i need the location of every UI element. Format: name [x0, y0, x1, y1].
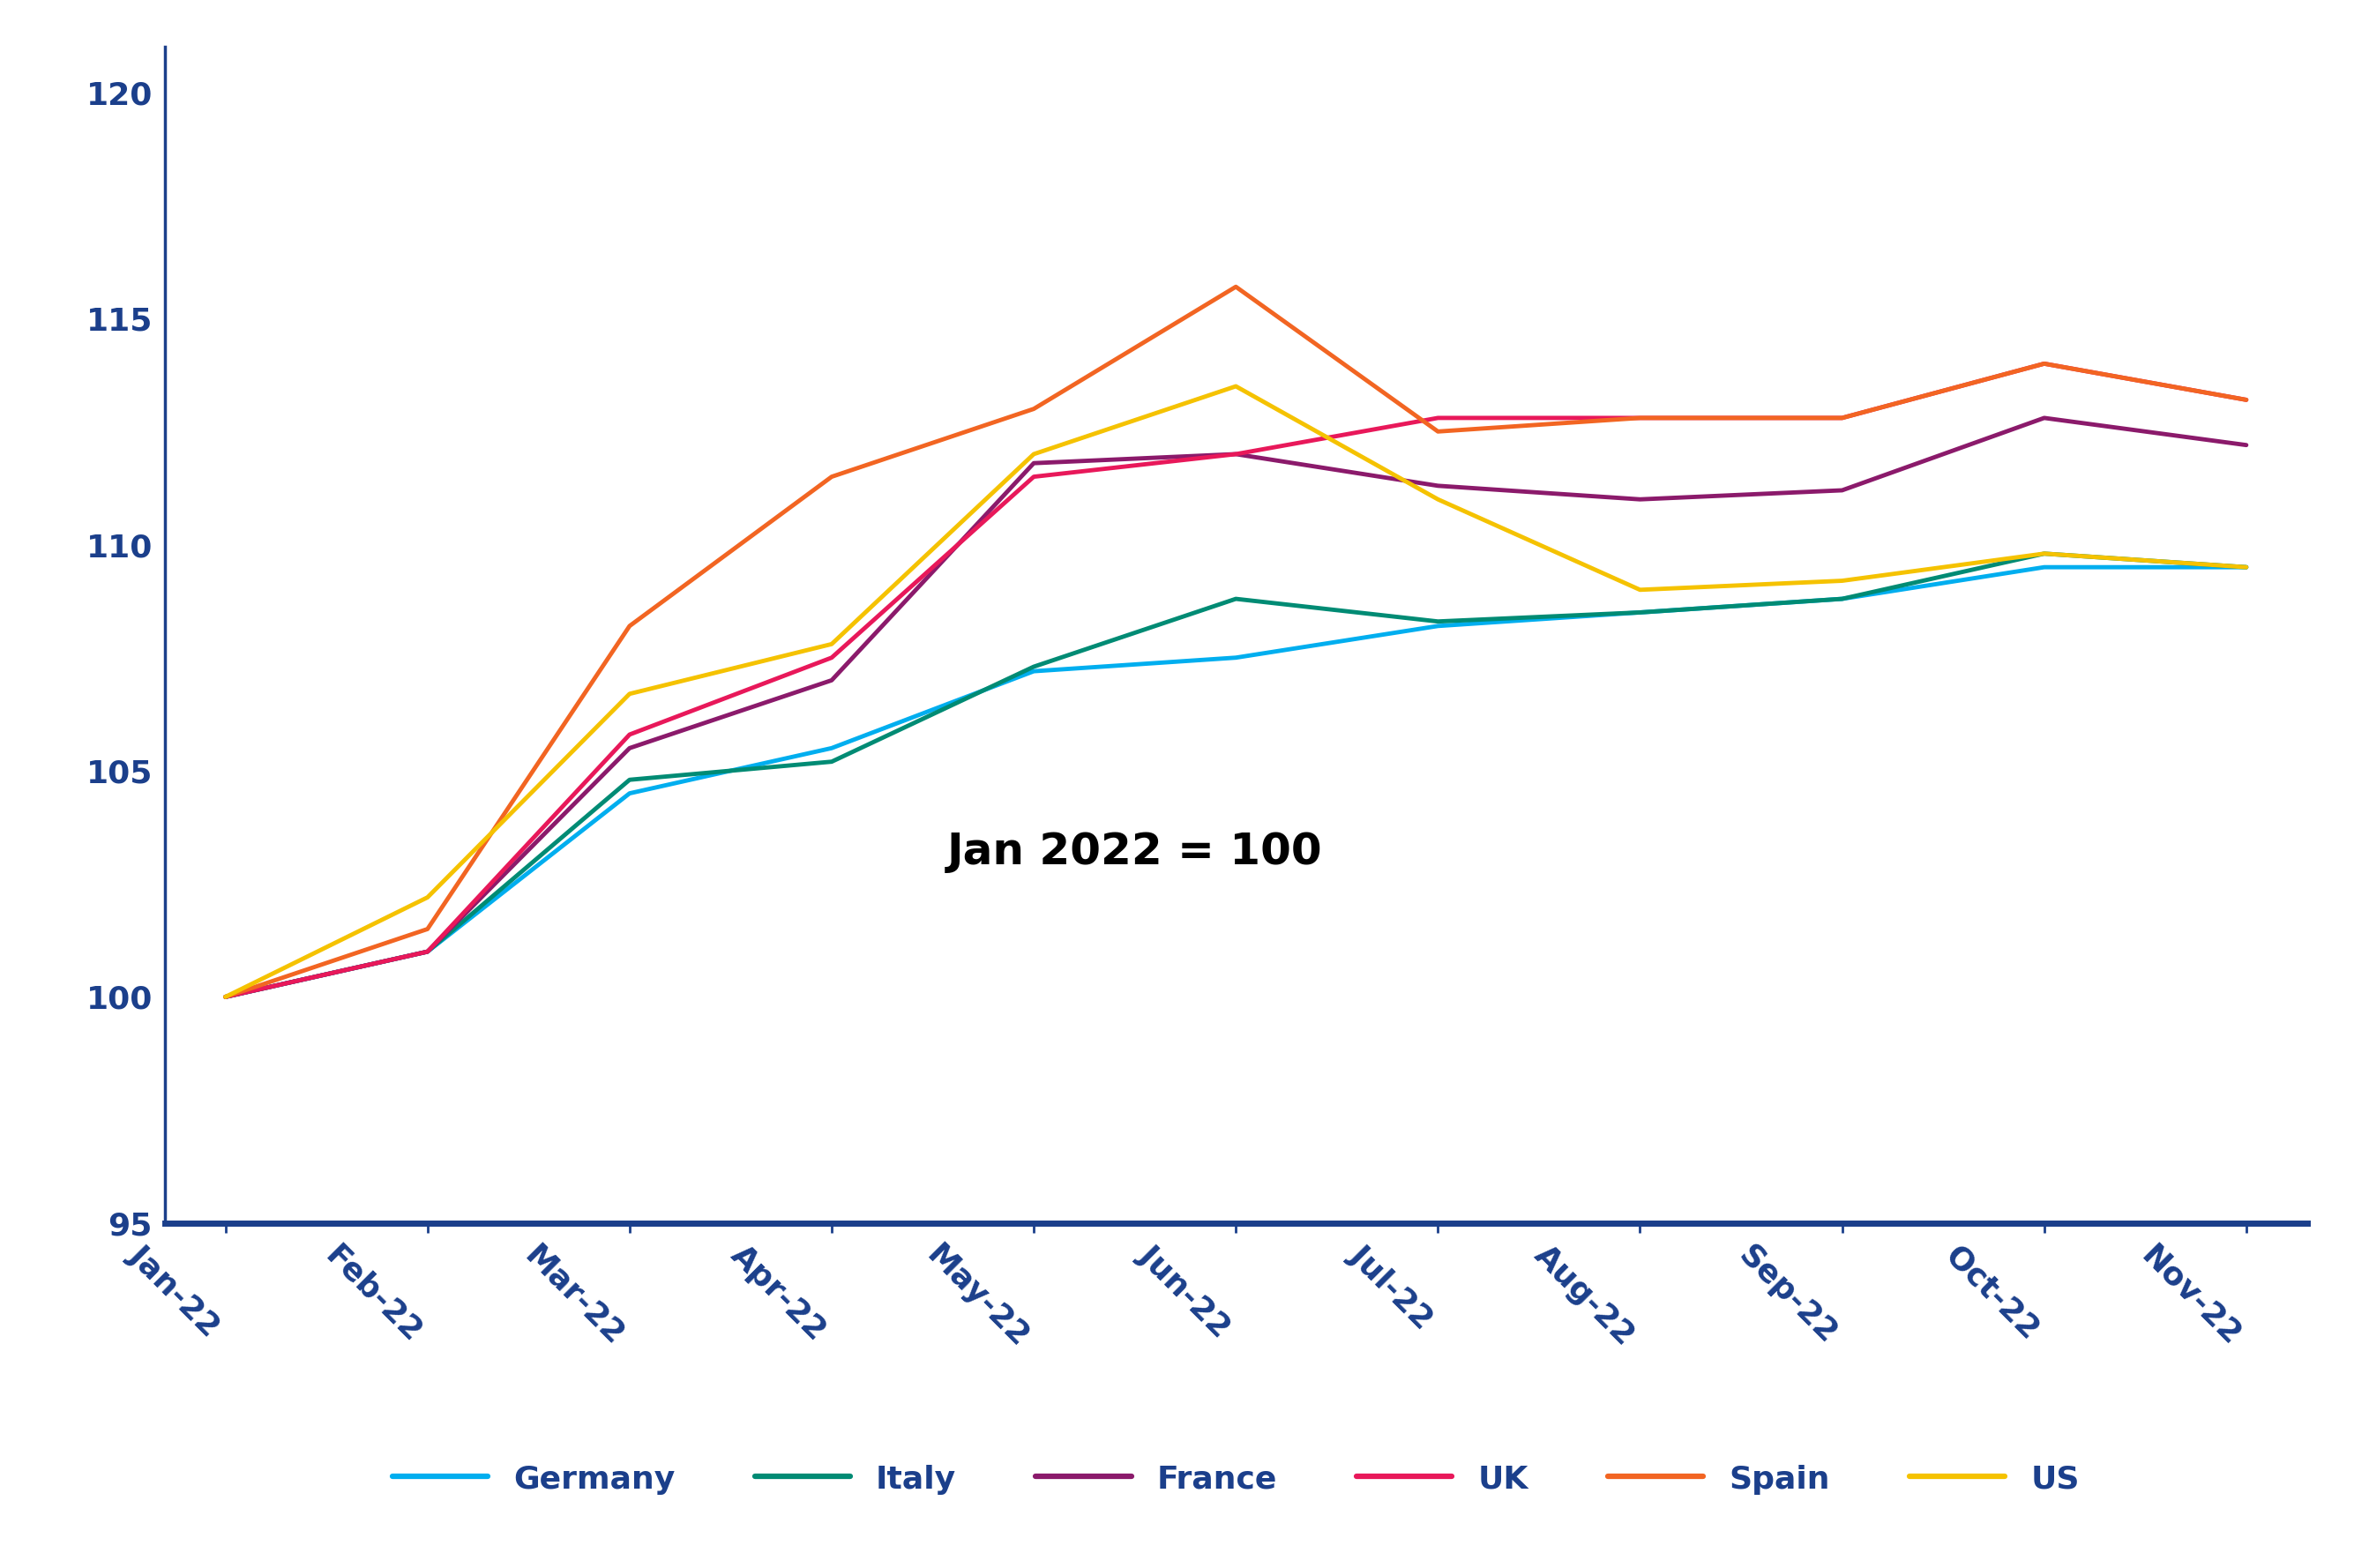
Spain	[817, 467, 845, 486]
France	[212, 988, 240, 1007]
Italy	[1829, 590, 1857, 608]
Germany	[414, 942, 443, 961]
Germany	[1424, 616, 1452, 635]
US	[1019, 445, 1048, 464]
Line: UK: UK	[226, 364, 2246, 997]
US	[1829, 571, 1857, 590]
US	[212, 988, 240, 1007]
UK	[614, 724, 643, 743]
Line: Italy: Italy	[226, 554, 2246, 997]
Italy	[1627, 604, 1655, 622]
France	[2029, 409, 2057, 428]
Legend: Germany, Italy, France, UK, Spain, US: Germany, Italy, France, UK, Spain, US	[379, 1450, 2093, 1507]
France	[817, 671, 845, 690]
US	[1627, 580, 1655, 599]
Italy	[2029, 544, 2057, 563]
France	[1424, 477, 1452, 495]
Line: France: France	[226, 419, 2246, 997]
Spain	[614, 616, 643, 635]
UK	[414, 942, 443, 961]
UK	[1424, 409, 1452, 428]
UK	[1019, 467, 1048, 486]
Line: US: US	[226, 386, 2246, 997]
Italy	[1222, 590, 1250, 608]
UK	[1829, 409, 1857, 428]
Italy	[1019, 657, 1048, 676]
US	[614, 685, 643, 704]
US	[817, 635, 845, 654]
Spain	[1627, 409, 1655, 428]
France	[614, 739, 643, 757]
Germany	[1627, 604, 1655, 622]
UK	[2029, 354, 2057, 373]
US	[2029, 544, 2057, 563]
UK	[212, 988, 240, 1007]
Italy	[614, 770, 643, 789]
Germany	[1019, 662, 1048, 681]
France	[1019, 453, 1048, 472]
France	[1627, 489, 1655, 508]
Text: Jan 2022 = 100: Jan 2022 = 100	[946, 831, 1323, 873]
Italy	[2232, 558, 2260, 577]
UK	[2232, 390, 2260, 409]
Spain	[1222, 278, 1250, 296]
Line: Spain: Spain	[226, 287, 2246, 997]
France	[1829, 481, 1857, 500]
Germany	[817, 739, 845, 757]
Italy	[212, 988, 240, 1007]
France	[1222, 445, 1250, 464]
Spain	[212, 988, 240, 1007]
US	[2232, 558, 2260, 577]
Spain	[414, 919, 443, 938]
UK	[1627, 409, 1655, 428]
Germany	[1222, 648, 1250, 666]
Spain	[2232, 390, 2260, 409]
US	[1424, 489, 1452, 508]
Spain	[1424, 422, 1452, 441]
Spain	[1019, 400, 1048, 419]
Italy	[1424, 612, 1452, 630]
Germany	[1829, 590, 1857, 608]
UK	[817, 648, 845, 666]
Italy	[817, 753, 845, 771]
Germany	[2232, 558, 2260, 577]
France	[414, 942, 443, 961]
US	[1222, 376, 1250, 395]
Germany	[2029, 558, 2057, 577]
Italy	[414, 942, 443, 961]
US	[414, 887, 443, 906]
Germany	[212, 988, 240, 1007]
Spain	[1829, 409, 1857, 428]
Line: Germany: Germany	[226, 568, 2246, 997]
Germany	[614, 784, 643, 803]
Spain	[2029, 354, 2057, 373]
France	[2232, 436, 2260, 455]
UK	[1222, 445, 1250, 464]
